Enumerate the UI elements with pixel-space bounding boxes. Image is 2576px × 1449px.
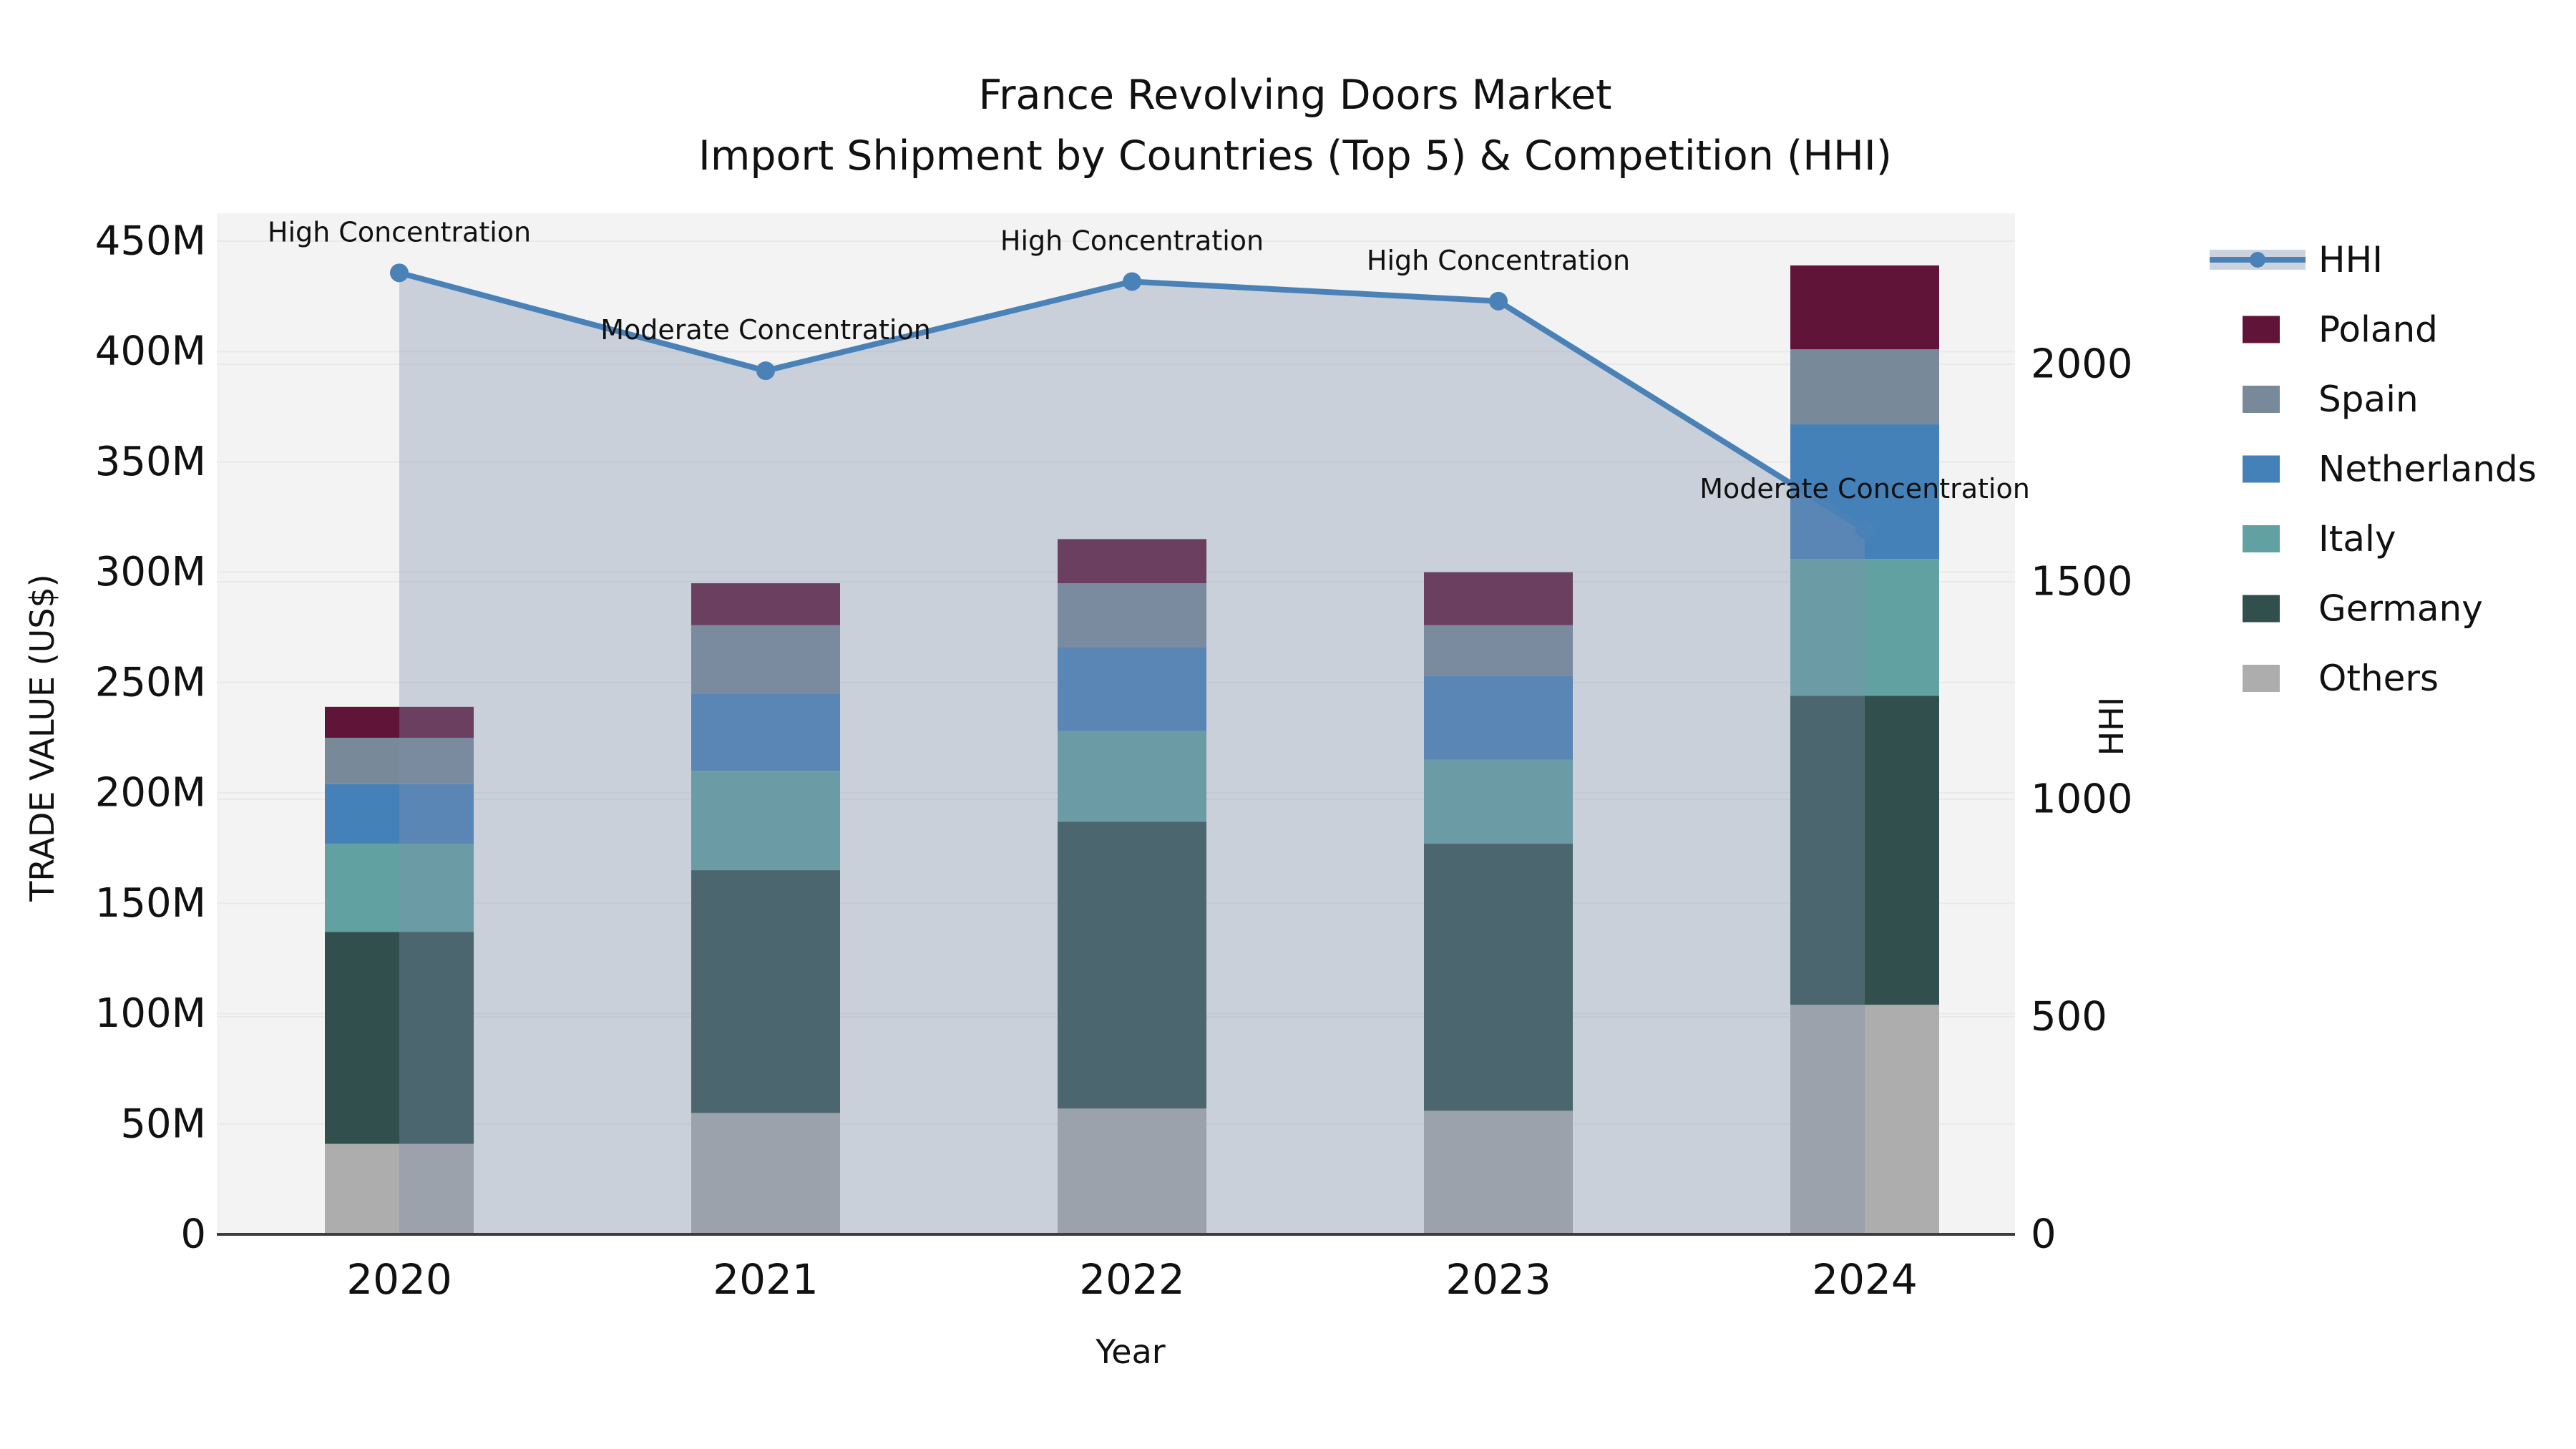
legend: HHI Poland Spain Netherlands Italy Germany Oth… (2210, 239, 2537, 699)
bar-segment-2022-others (1058, 1108, 1206, 1234)
tick-label-right-500: 500 (2031, 994, 2107, 1040)
bar-segment-2021-poland (691, 583, 840, 625)
legend-label-germany: Germany (2318, 588, 2483, 630)
bar-segment-2023-germany (1424, 844, 1573, 1111)
bar-segment-2024-italy (1790, 559, 1939, 696)
bar-segment-2020-italy (325, 844, 474, 932)
axis-title-right: HHI (2092, 697, 2131, 756)
axis-title-bottom: Year (1095, 1332, 1165, 1371)
tick-label-x-2024: 2024 (1812, 1255, 1918, 1304)
annotation-2024: Moderate Concentration (1699, 473, 2030, 504)
annotation-2021: Moderate Concentration (600, 314, 931, 346)
bar-segment-2020-germany (325, 932, 474, 1144)
legend-item-italy: Italy (2243, 518, 2396, 560)
tick-label-left-50m: 50M (120, 1101, 206, 1147)
bar-segment-2024-germany (1790, 696, 1939, 1005)
legend-swatch-netherlands (2243, 455, 2280, 483)
tick-label-x-2020: 2020 (346, 1255, 452, 1304)
legend-item-others: Others (2243, 658, 2439, 699)
tick-label-left-300m: 300M (95, 549, 206, 595)
chart-title-line2: Import Shipment by Countries (Top 5) & C… (698, 132, 1892, 180)
tick-label-x-2023: 2023 (1445, 1255, 1551, 1304)
legend-label-hhi: HHI (2318, 239, 2383, 280)
annotation-2022: High Concentration (1000, 225, 1264, 256)
bar-segment-2023-others (1424, 1111, 1573, 1234)
bar-segment-2024-spain (1790, 349, 1939, 425)
bar-segment-2022-italy (1058, 731, 1206, 822)
legend-label-italy: Italy (2318, 518, 2396, 560)
hhi-point-2022 (1123, 272, 1141, 291)
chart-title-line1: France Revolving Doors Market (978, 72, 1611, 119)
annotation-2023: High Concentration (1367, 245, 1630, 276)
tick-label-left-350m: 350M (95, 439, 206, 485)
bar-segment-2021-germany (691, 870, 840, 1113)
bar-segment-2021-spain (691, 625, 840, 694)
tick-label-left-150m: 150M (95, 880, 206, 927)
legend-label-netherlands: Netherlands (2318, 449, 2537, 490)
tick-label-right-1500: 1500 (2031, 559, 2133, 605)
legend-swatch-spain (2243, 386, 2280, 413)
tick-label-left-0m: 0 (180, 1211, 206, 1258)
stacked-bars (325, 265, 1939, 1234)
legend-swatch-others (2243, 665, 2280, 692)
legend-item-hhi: HHI (2210, 239, 2383, 280)
tick-label-right-0: 0 (2031, 1211, 2057, 1258)
bar-segment-2023-netherlands (1424, 675, 1573, 760)
bar-segment-2022-germany (1058, 821, 1206, 1109)
bar-segment-2024-others (1790, 1005, 1939, 1234)
bar-segment-2021-italy (691, 771, 840, 871)
bar-segment-2024-poland (1790, 265, 1939, 350)
bar-segment-2023-italy (1424, 759, 1573, 844)
legend-label-spain: Spain (2318, 379, 2419, 420)
tick-label-left-200m: 200M (95, 770, 206, 816)
legend-label-poland: Poland (2318, 309, 2438, 351)
tick-label-x-2021: 2021 (713, 1255, 819, 1304)
legend-swatch-italy (2243, 525, 2280, 552)
bar-segment-2022-spain (1058, 583, 1206, 648)
tick-label-left-100m: 100M (95, 990, 206, 1037)
legend-item-netherlands: Netherlands (2243, 449, 2537, 490)
legend-item-germany: Germany (2243, 588, 2483, 630)
tick-label-x-2022: 2022 (1079, 1255, 1185, 1304)
tick-label-right-1000: 1000 (2031, 776, 2133, 823)
hhi-area-fill (399, 273, 1865, 1234)
bar-segment-2020-poland (325, 706, 474, 738)
hhi-point-2021 (756, 361, 775, 381)
tick-label-left-400m: 400M (95, 328, 206, 375)
bar-segment-2022-netherlands (1058, 647, 1206, 731)
legend-item-spain: Spain (2243, 379, 2419, 420)
legend-label-others: Others (2318, 658, 2439, 699)
hhi-point-2023 (1489, 291, 1508, 311)
legend-swatch-poland (2243, 316, 2280, 343)
legend-item-poland: Poland (2243, 309, 2438, 351)
bar-segment-2021-netherlands (691, 693, 840, 771)
bar-segment-2022-poland (1058, 539, 1206, 584)
bar-segment-2023-spain (1424, 625, 1573, 676)
bar-segment-2020-netherlands (325, 784, 474, 844)
tick-label-left-450m: 450M (95, 218, 206, 265)
legend-swatch-germany (2243, 595, 2280, 623)
tick-label-right-2000: 2000 (2031, 341, 2133, 388)
legend-hhi-marker (2250, 252, 2265, 268)
hhi-point-2020 (390, 263, 409, 283)
bar-segment-2020-spain (325, 738, 474, 784)
bar-segment-2020-others (325, 1143, 474, 1234)
annotation-2020: High Concentration (268, 216, 531, 248)
bar-segment-2021-others (691, 1113, 840, 1234)
hhi-point-2024 (1855, 520, 1874, 540)
axis-title-left: TRADE VALUE (US$) (23, 574, 62, 902)
tick-label-left-250m: 250M (95, 659, 206, 706)
bar-segment-2023-poland (1424, 572, 1573, 625)
